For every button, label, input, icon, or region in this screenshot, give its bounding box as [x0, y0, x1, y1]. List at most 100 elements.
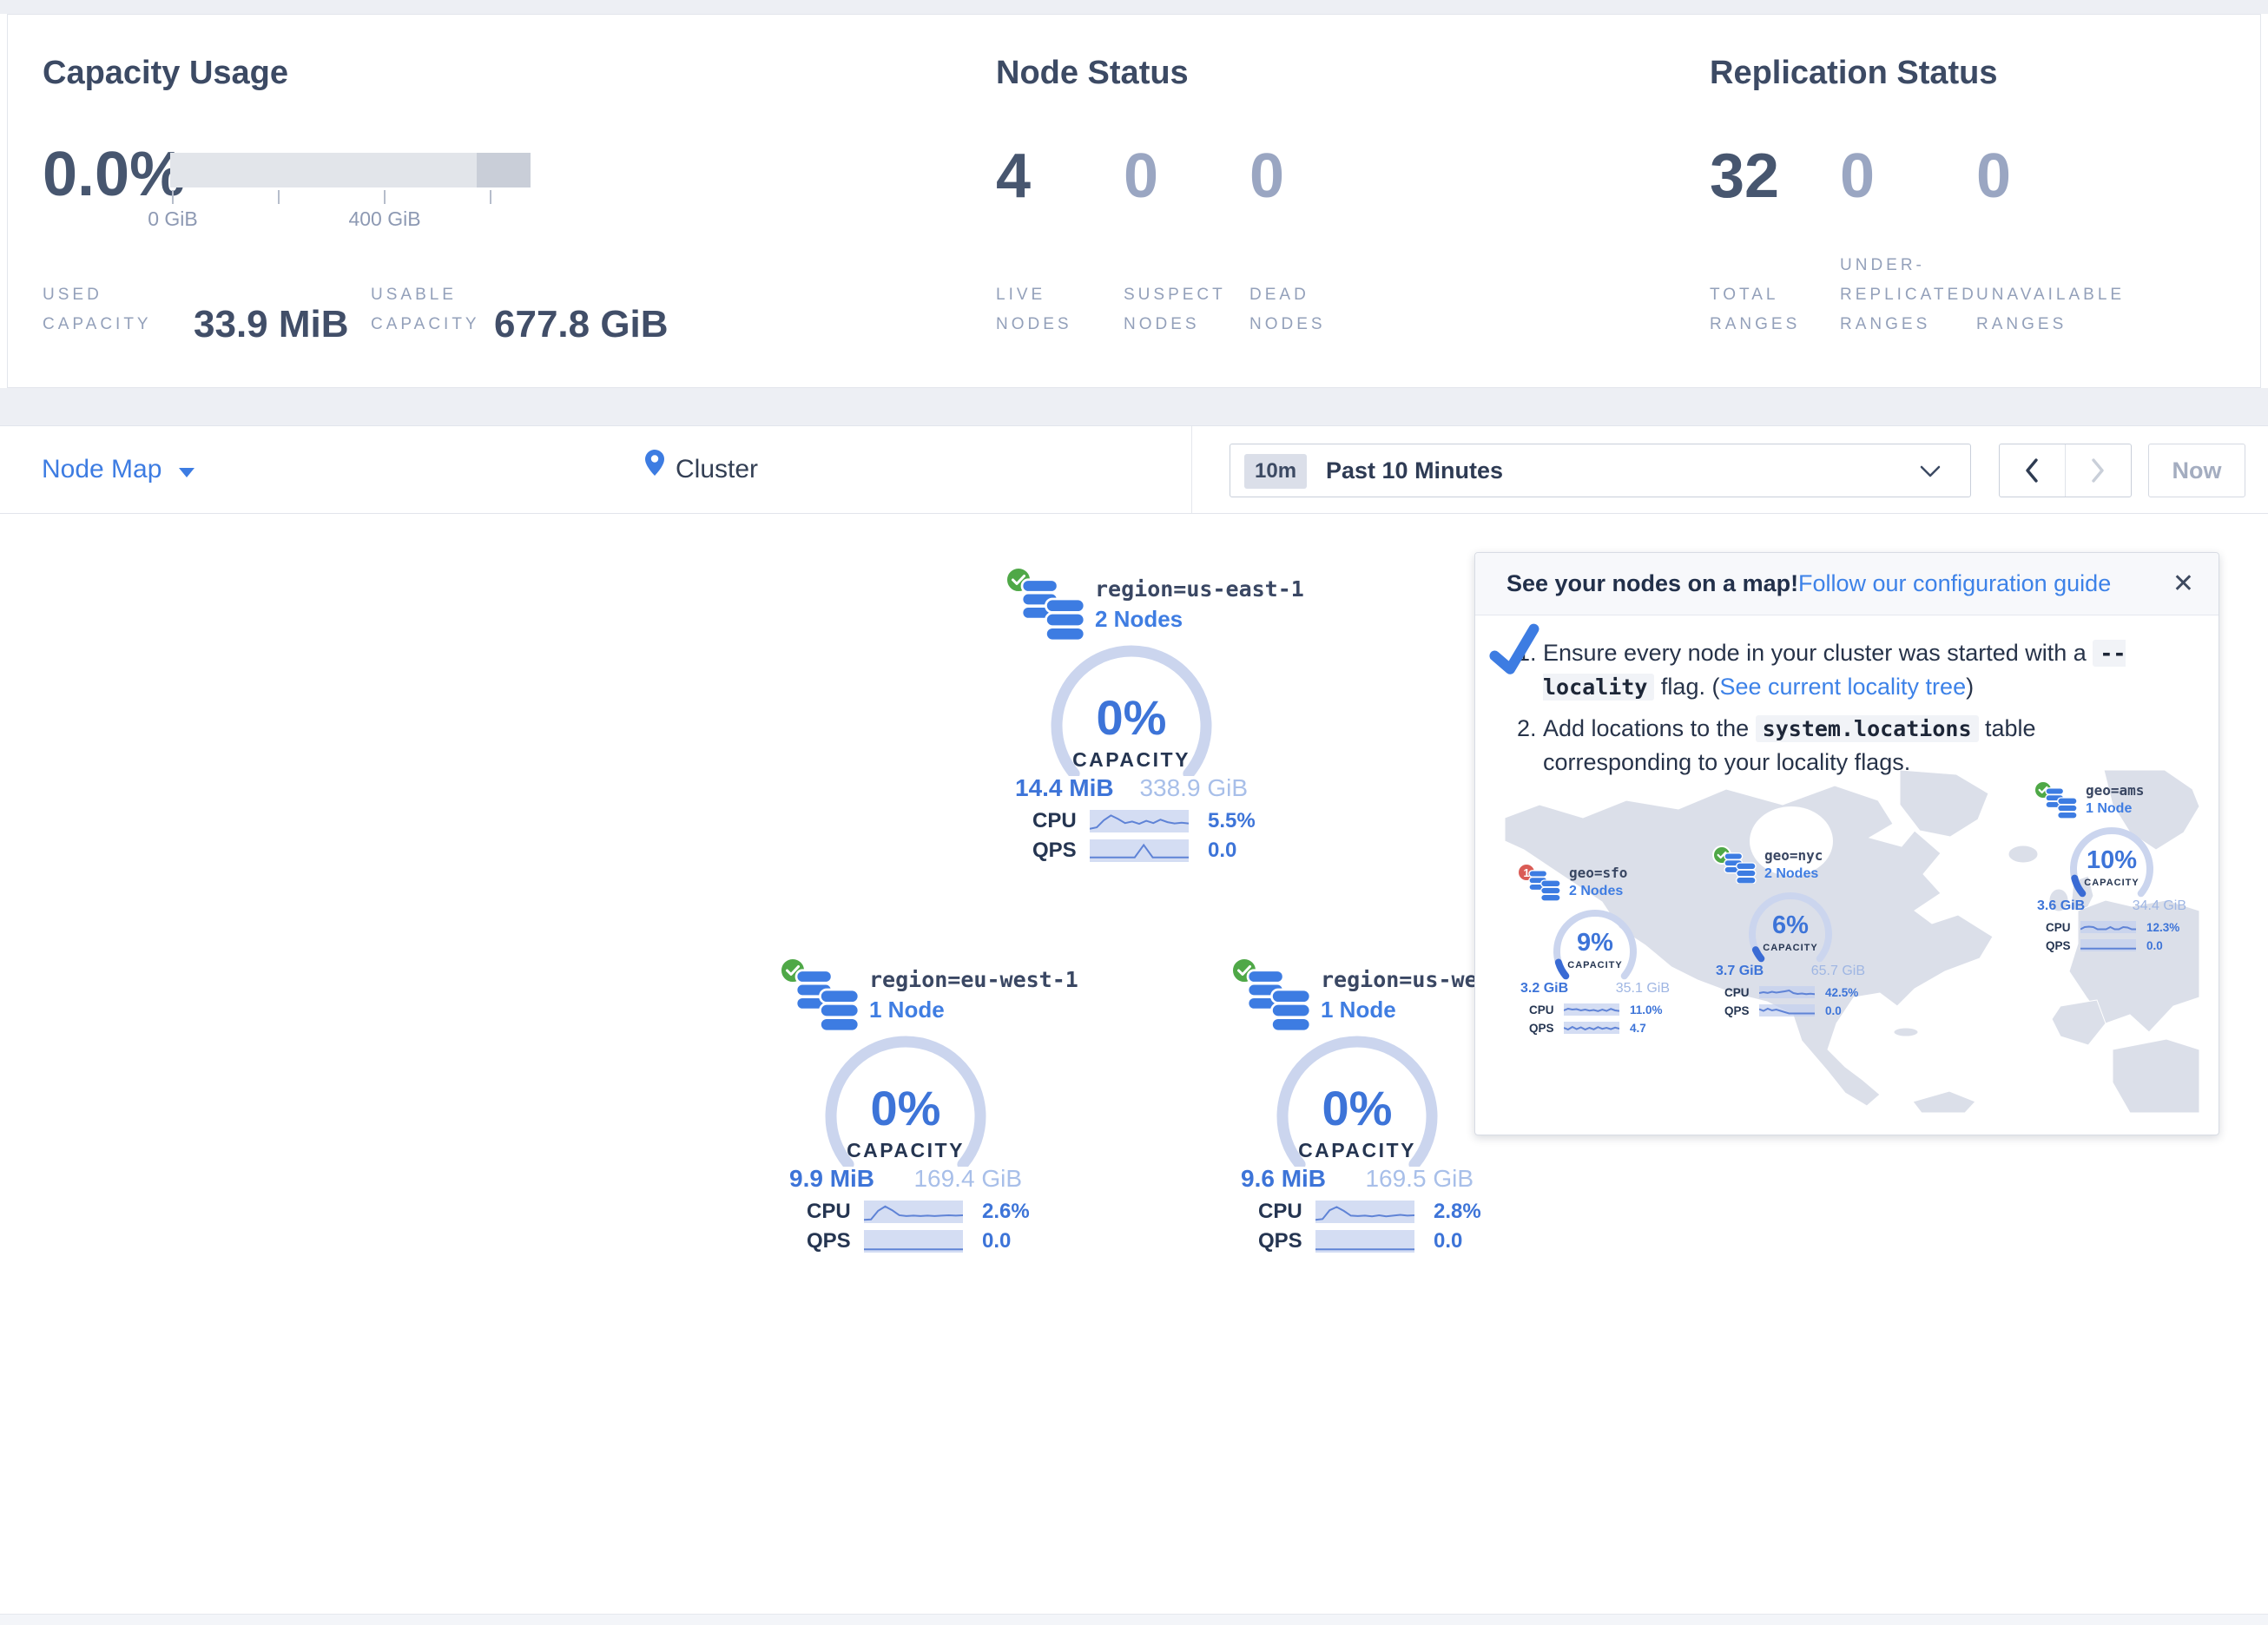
- map-node-count: 2 Nodes: [1569, 884, 1624, 898]
- cpu-sparkline: [864, 1201, 963, 1223]
- chevron-left-icon: [2026, 458, 2038, 483]
- cluster-summary-card: Capacity Usage 0.0% 0 GiB 400 GiB USED C…: [7, 14, 2261, 388]
- code-system-locations: system.locations: [1755, 715, 1979, 742]
- breadcrumb-cluster[interactable]: Cluster: [676, 455, 759, 484]
- axis-tick: [278, 190, 280, 204]
- qps-value: 4.7: [1630, 1021, 1646, 1035]
- map-node-count: 2 Nodes: [1764, 866, 1819, 881]
- capacity-bar-segment: [477, 153, 531, 188]
- cpu-label: CPU: [807, 1200, 851, 1223]
- cpu-value: 11.0%: [1630, 1003, 1663, 1016]
- qps-label: QPS: [1258, 1229, 1302, 1253]
- node-group-count[interactable]: 2 Nodes: [1095, 606, 1183, 632]
- time-next-button[interactable]: [2066, 444, 2132, 497]
- under-replicated-count: 0: [1840, 141, 1876, 211]
- database-stack-icon: [2044, 787, 2079, 819]
- qps-sparkline: [1090, 839, 1189, 862]
- close-icon[interactable]: ✕: [2172, 569, 2194, 598]
- view-selector-node-map[interactable]: Node Map: [42, 455, 162, 484]
- cpu-sparkline: [2080, 921, 2136, 933]
- world-map-preview: [1505, 770, 2199, 1113]
- used-value: 3.7 GiB: [1716, 964, 1764, 978]
- map-node-region: geo=nyc: [1764, 847, 1823, 864]
- used-value: 3.6 GiB: [2037, 898, 2086, 913]
- chevron-down-icon: [1920, 465, 1941, 477]
- qps-label: QPS: [1032, 839, 1077, 862]
- gauge-capacity-label: CAPACITY: [1298, 1139, 1416, 1161]
- capacity-percent: 0.0%: [43, 140, 186, 209]
- cpu-label: CPU: [1724, 985, 1750, 999]
- used-value: 14.4 MiB: [1015, 774, 1114, 801]
- usable-capacity-value: 677.8 GiB: [494, 303, 669, 345]
- axis-tick: [490, 190, 491, 204]
- step-complete-check-icon: [1489, 623, 1539, 674]
- gauge-percent: 0%: [1096, 690, 1167, 745]
- total-value: 35.1 GiB: [1615, 981, 1670, 996]
- total-value: 34.4 GiB: [2132, 898, 2186, 913]
- cpu-label: CPU: [2046, 920, 2071, 934]
- usable-capacity-label: USABLE CAPACITY: [371, 286, 480, 333]
- qps-label: QPS: [1529, 1021, 1554, 1035]
- under-replicated-label: UNDER- REPLICATED RANGES: [1840, 256, 1977, 333]
- node-group-region: region=us-east-1: [1095, 576, 1304, 602]
- node-group-region: region=eu-west-1: [869, 967, 1078, 992]
- total-value: 65.7 GiB: [1810, 964, 1865, 978]
- qps-sparkline: [864, 1230, 963, 1253]
- configuration-guide-link[interactable]: Follow our configuration guide: [1798, 570, 2112, 596]
- now-button[interactable]: Now: [2148, 444, 2245, 497]
- node-group-count[interactable]: 1 Node: [1321, 997, 1396, 1023]
- unavailable-ranges-label: UNAVAILABLE RANGES: [1976, 286, 2126, 333]
- used-value: 9.6 MiB: [1241, 1165, 1327, 1192]
- qps-value: 0.0: [1434, 1229, 1463, 1253]
- capacity-usage-title: Capacity Usage: [43, 55, 289, 91]
- gauge-percent: 6%: [1772, 911, 1809, 939]
- suspect-nodes-count: 0: [1124, 141, 1159, 211]
- capacity-gauge: 0% CAPACITY: [1036, 639, 1227, 776]
- setup-steps-list: Ensure every node in your cluster was st…: [1510, 636, 2186, 787]
- cpu-value: 2.8%: [1434, 1200, 1481, 1223]
- capacity-gauge: 0% CAPACITY: [810, 1030, 1001, 1167]
- node-group-count[interactable]: 1 Node: [869, 997, 945, 1023]
- page-gap-strip: [0, 388, 2268, 425]
- time-range-dropdown[interactable]: 10m Past 10 Minutes: [1230, 444, 1971, 497]
- capacity-gauge: 10% CAPACITY: [2060, 822, 2164, 898]
- gauge-percent: 9%: [1577, 929, 1613, 957]
- qps-value: 0.0: [1825, 1003, 1842, 1017]
- qps-sparkline: [1315, 1230, 1414, 1253]
- cpu-sparkline: [1315, 1201, 1414, 1223]
- cpu-label: CPU: [1529, 1003, 1554, 1016]
- setup-step-2: Add locations to the system.locations ta…: [1543, 712, 2186, 780]
- footer-strip: [0, 1614, 2268, 1625]
- database-stack-icon: [1020, 578, 1086, 641]
- capacity-gauge: 6% CAPACITY: [1738, 887, 1843, 964]
- used-value: 9.9 MiB: [789, 1165, 875, 1192]
- dead-nodes-count: 0: [1249, 141, 1285, 211]
- qps-value: 0.0: [1208, 839, 1237, 862]
- cpu-value: 42.5%: [1825, 985, 1859, 999]
- time-prev-button[interactable]: [2000, 444, 2066, 497]
- suspect-nodes-label: SUSPECT NODES: [1124, 286, 1226, 333]
- map-pin-icon: [645, 450, 664, 476]
- live-nodes-label: LIVE NODES: [996, 286, 1072, 333]
- total-ranges-label: TOTAL RANGES: [1710, 286, 1801, 333]
- qps-sparkline: [2080, 939, 2136, 951]
- qps-sparkline: [1564, 1022, 1619, 1034]
- unavailable-ranges-count: 0: [1976, 141, 2012, 211]
- qps-value: 0.0: [982, 1229, 1012, 1253]
- database-stack-icon: [1527, 870, 1562, 901]
- qps-label: QPS: [2046, 938, 2071, 952]
- cpu-sparkline: [1759, 986, 1815, 998]
- qps-value: 0.0: [2146, 938, 2163, 952]
- toolbar-divider: [1191, 426, 1192, 513]
- world-map-landmass: [1505, 770, 2199, 1113]
- locality-tree-link[interactable]: See current locality tree: [1719, 674, 1967, 700]
- popup-title: See your nodes on a map!: [1507, 570, 1799, 596]
- database-stack-icon: [1246, 969, 1312, 1031]
- qps-label: QPS: [1724, 1003, 1750, 1017]
- page-top-strip: [0, 0, 2268, 14]
- gauge-capacity-label: CAPACITY: [2084, 878, 2139, 888]
- replication-status-title: Replication Status: [1710, 55, 1998, 91]
- gauge-capacity-label: CAPACITY: [1567, 960, 1623, 970]
- gauge-percent: 0%: [870, 1081, 941, 1135]
- axis-tick-label: 400 GiB: [348, 207, 421, 230]
